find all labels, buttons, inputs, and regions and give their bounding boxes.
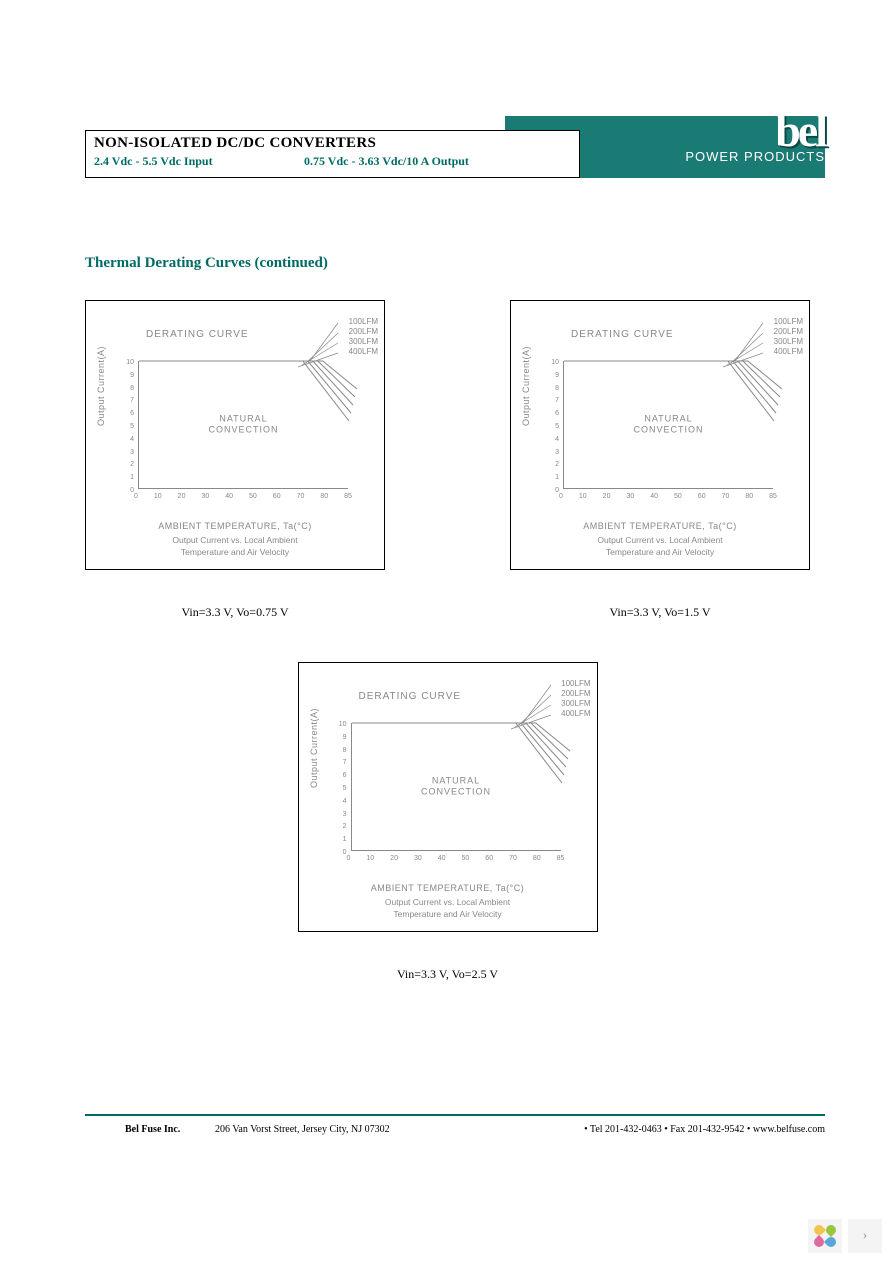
footer-address: 206 Van Vorst Street, Jersey City, NJ 07… — [215, 1124, 584, 1135]
plot-area: NATURALCONVECTION — [351, 723, 561, 851]
footer-company: Bel Fuse Inc. — [85, 1124, 215, 1135]
y-axis-label: Output Current(A) — [521, 346, 531, 426]
chart-title: DERATING CURVE — [146, 329, 249, 340]
chart-cell-0: DERATING CURVE 100LFM200LFM300LFM400LFM NA… — [85, 300, 385, 620]
plot-area: NATURALCONVECTION — [563, 361, 773, 489]
title-box: NON-ISOLATED DC/DC CONVERTERS 2.4 Vdc - … — [85, 130, 580, 178]
x-ticks: 0102030405060708085 — [559, 493, 777, 500]
chart-caption-0: Vin=3.3 V, Vo=0.75 V — [85, 605, 385, 620]
y-ticks: 109876543210 — [335, 719, 347, 860]
x-axis-label: AMBIENT TEMPERATURE, Ta(°C) — [511, 521, 809, 531]
header-bar: NON-ISOLATED DC/DC CONVERTERS 2.4 Vdc - … — [85, 110, 825, 175]
brand-logo: bel POWER PRODUCTS — [650, 110, 825, 180]
chart-title: DERATING CURVE — [359, 691, 462, 702]
derating-chart-0: DERATING CURVE 100LFM200LFM300LFM400LFM NA… — [85, 300, 385, 570]
y-ticks: 109876543210 — [547, 357, 559, 498]
chart-subtitle-1: Output Current vs. Local Ambient — [299, 897, 597, 907]
footer-contact: • Tel 201-432-0463 • Fax 201-432-9542 • … — [584, 1124, 825, 1135]
derating-chart-2: DERATING CURVE 100LFM200LFM300LFM400LFM NA… — [298, 662, 598, 932]
chart-cell-1: DERATING CURVE 100LFM200LFM300LFM400LFM NA… — [510, 300, 810, 620]
chart-subtitle-2: Temperature and Air Velocity — [86, 547, 384, 557]
app-icon[interactable] — [808, 1219, 842, 1253]
x-ticks: 0102030405060708085 — [134, 493, 352, 500]
chart-subtitle-1: Output Current vs. Local Ambient — [511, 535, 809, 545]
charts-row-2: DERATING CURVE 100LFM200LFM300LFM400LFM NA… — [85, 662, 810, 982]
chart-subtitle-1: Output Current vs. Local Ambient — [86, 535, 384, 545]
plot-area: NATURALCONVECTION — [138, 361, 348, 489]
chart-caption-2: Vin=3.3 V, Vo=2.5 V — [298, 967, 598, 982]
y-ticks: 109876543210 — [122, 357, 134, 498]
y-axis-label: Output Current(A) — [96, 346, 106, 426]
chart-title: DERATING CURVE — [571, 329, 674, 340]
footer: Bel Fuse Inc. 206 Van Vorst Street, Jers… — [85, 1124, 825, 1135]
x-ticks: 0102030405060708085 — [347, 855, 565, 862]
derating-chart-1: DERATING CURVE 100LFM200LFM300LFM400LFM NA… — [510, 300, 810, 570]
doc-title: NON-ISOLATED DC/DC CONVERTERS — [94, 135, 571, 152]
natural-convection-label: NATURALCONVECTION — [421, 775, 491, 798]
x-axis-label: AMBIENT TEMPERATURE, Ta(°C) — [299, 883, 597, 893]
logo-text: bel — [650, 110, 825, 151]
chart-subtitle-2: Temperature and Air Velocity — [299, 909, 597, 919]
pinwheel-icon — [814, 1225, 836, 1247]
y-axis-label: Output Current(A) — [309, 708, 319, 788]
natural-convection-label: NATURALCONVECTION — [208, 413, 278, 436]
charts-row-1: DERATING CURVE 100LFM200LFM300LFM400LFM NA… — [85, 300, 810, 620]
natural-convection-label: NATURALCONVECTION — [633, 413, 703, 436]
next-page-button[interactable]: › — [848, 1219, 882, 1253]
page-nav: › — [808, 1219, 882, 1253]
input-spec: 2.4 Vdc - 5.5 Vdc Input — [94, 154, 304, 169]
lfm-labels: 100LFM200LFM300LFM400LFM — [774, 317, 803, 357]
logo-subtext: POWER PRODUCTS — [650, 149, 825, 164]
footer-rule — [85, 1114, 825, 1116]
chart-cell-2: DERATING CURVE 100LFM200LFM300LFM400LFM NA… — [298, 662, 598, 982]
section-title: Thermal Derating Curves (continued) — [85, 255, 825, 272]
lfm-labels: 100LFM200LFM300LFM400LFM — [561, 679, 590, 719]
chevron-right-icon: › — [863, 1228, 868, 1244]
lfm-labels: 100LFM200LFM300LFM400LFM — [349, 317, 378, 357]
output-spec: 0.75 Vdc - 3.63 Vdc/10 A Output — [304, 154, 469, 169]
chart-caption-1: Vin=3.3 V, Vo=1.5 V — [510, 605, 810, 620]
x-axis-label: AMBIENT TEMPERATURE, Ta(°C) — [86, 521, 384, 531]
chart-subtitle-2: Temperature and Air Velocity — [511, 547, 809, 557]
